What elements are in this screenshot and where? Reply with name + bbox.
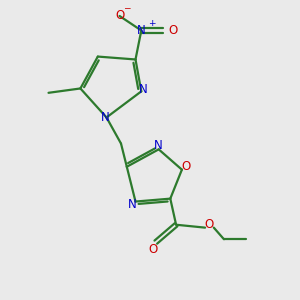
Text: N: N (138, 83, 147, 96)
Text: N: N (128, 198, 137, 211)
Text: −: − (123, 3, 130, 12)
Text: O: O (205, 218, 214, 231)
Text: O: O (182, 160, 191, 173)
Text: O: O (148, 243, 158, 256)
Text: N: N (154, 139, 163, 152)
Text: N: N (101, 111, 110, 124)
Text: O: O (115, 10, 124, 22)
Text: N: N (137, 24, 146, 37)
Text: O: O (169, 24, 178, 37)
Text: +: + (148, 19, 155, 28)
